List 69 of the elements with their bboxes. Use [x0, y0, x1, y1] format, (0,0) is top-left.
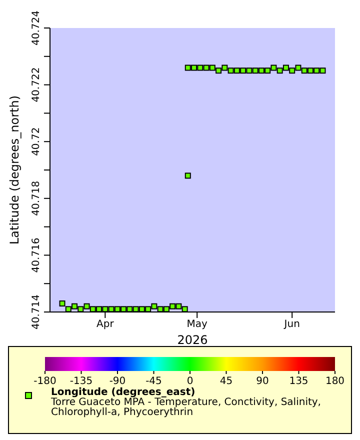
- point: [78, 306, 84, 312]
- color-bar-label: 45: [220, 376, 233, 387]
- point: [138, 306, 145, 312]
- y-tick-label: 40.718: [31, 180, 42, 216]
- point: [132, 306, 139, 312]
- point: [65, 306, 72, 312]
- y-tick-label: 40.716: [31, 238, 42, 273]
- point: [252, 68, 258, 74]
- point: [90, 306, 96, 312]
- color-bar-title: Longitude (degrees_east): [51, 387, 196, 398]
- y-axis-title: Latitude (degrees_north): [7, 95, 22, 245]
- point: [108, 306, 114, 312]
- point: [295, 64, 302, 71]
- point: [157, 306, 164, 312]
- point: [184, 64, 191, 71]
- x-tick-label: Jun: [283, 319, 300, 330]
- point: [264, 68, 271, 74]
- text: Chlorophyll-a, Phycoerythrin: [51, 407, 194, 418]
- color-bar-label: -45: [146, 376, 162, 387]
- color-bar-label: 0: [186, 376, 194, 387]
- point: [59, 300, 66, 306]
- point: [240, 68, 246, 74]
- point: [307, 68, 314, 74]
- point: [184, 172, 191, 179]
- y-tick-label: 40.722: [31, 67, 42, 102]
- color-bar-label: -180: [34, 376, 56, 387]
- point: [320, 68, 326, 74]
- color-bar-label: -135: [70, 376, 93, 387]
- point: [270, 64, 277, 71]
- point: [216, 68, 222, 74]
- point: [203, 64, 210, 71]
- point: [176, 303, 182, 310]
- point: [170, 303, 176, 310]
- point: [126, 306, 133, 312]
- point: [191, 64, 198, 71]
- color-bar-label: -90: [109, 376, 126, 387]
- point: [120, 306, 127, 312]
- point: [282, 64, 289, 71]
- x-tick-label: May: [186, 319, 208, 330]
- point: [301, 68, 308, 74]
- x-axis-title: 2026: [177, 333, 208, 347]
- point: [222, 64, 228, 71]
- colorbar: -180 -135 -90 -45 0 45 90 135 180: [9, 347, 351, 387]
- y-tick-label: 40.724: [31, 10, 42, 46]
- y-tick-label: 40.714: [31, 294, 42, 330]
- point: [72, 303, 78, 310]
- point: [289, 68, 296, 74]
- point: [151, 303, 158, 310]
- color-bar-label: 135: [289, 376, 308, 387]
- point: [163, 306, 170, 312]
- y-tick-label: 40.72: [31, 127, 42, 156]
- point: [228, 68, 234, 74]
- color-bar-label: 180: [325, 376, 345, 387]
- color-bar-label: 90: [256, 376, 269, 387]
- point: [276, 68, 283, 74]
- point: [84, 303, 90, 310]
- point: [197, 64, 204, 71]
- point: [96, 306, 102, 312]
- point: [102, 306, 108, 312]
- point: [182, 306, 188, 312]
- x-tick-label: Apr: [96, 319, 115, 330]
- point: [314, 68, 320, 74]
- point: [114, 306, 120, 312]
- point: [258, 68, 264, 74]
- point: [234, 68, 240, 74]
- point: [145, 306, 152, 312]
- text: Torre Guaceto MPA - Temperature, Conctivity, Salinity,: [51, 397, 321, 408]
- point: [246, 68, 252, 74]
- point: [209, 64, 216, 71]
